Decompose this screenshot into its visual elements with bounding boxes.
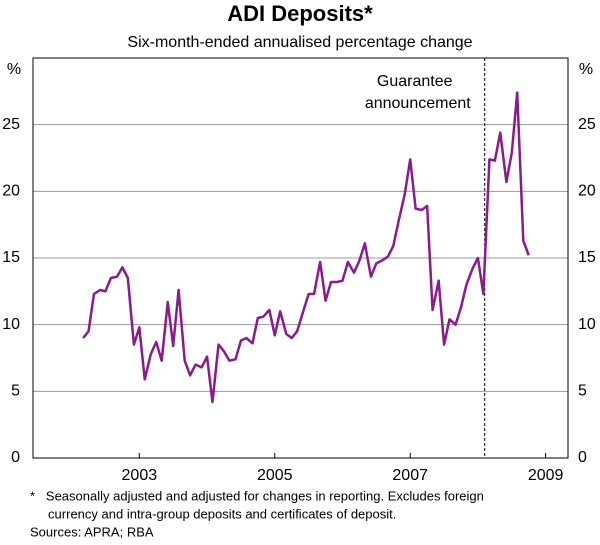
chart-subtitle: Six-month-ended annualised percentage ch… xyxy=(127,34,472,51)
y-tick-label-right: 15 xyxy=(578,249,596,266)
annotation-text: announcement xyxy=(365,95,471,112)
annotation-text: Guarantee xyxy=(377,73,453,90)
x-tick-label: 2007 xyxy=(392,467,428,484)
y-unit-right: % xyxy=(579,61,593,78)
x-tick-label: 2009 xyxy=(528,467,564,484)
y-tick-label-right: 10 xyxy=(578,316,596,333)
y-tick-label: 15 xyxy=(2,249,20,266)
footnote: Sources: APRA; RBA xyxy=(30,524,154,539)
footnote: * Seasonally adjusted and adjusted for c… xyxy=(30,488,484,503)
x-tick-label: 2005 xyxy=(257,467,293,484)
footnote: currency and intra-group deposits and ce… xyxy=(30,506,396,521)
x-tick-label: 2003 xyxy=(122,467,158,484)
y-tick-label-right: 0 xyxy=(578,449,587,466)
y-tick-label-right: 25 xyxy=(578,116,596,133)
y-unit-left: % xyxy=(7,61,21,78)
y-tick-label: 20 xyxy=(2,183,20,200)
y-tick-label: 25 xyxy=(2,116,20,133)
plot-frame xyxy=(32,57,569,459)
y-tick-label: 0 xyxy=(11,449,20,466)
y-tick-label: 10 xyxy=(2,316,20,333)
y-tick-label-right: 5 xyxy=(578,383,587,400)
chart-title: ADI Deposits* xyxy=(227,1,373,26)
data-line xyxy=(82,91,530,404)
y-tick-label-right: 20 xyxy=(578,183,596,200)
y-tick-label: 5 xyxy=(11,383,20,400)
